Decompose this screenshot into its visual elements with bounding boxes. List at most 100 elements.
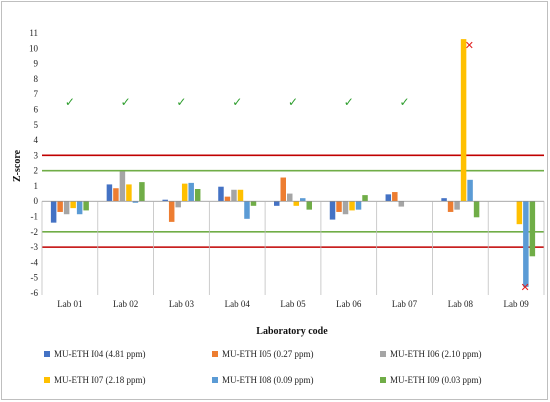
bar [224,196,231,202]
y-tick-label: 6 [34,104,39,114]
x-tick-label: Lab 05 [280,299,306,309]
bar [181,183,188,202]
y-tick-label: -2 [31,227,39,237]
y-tick-label: 1 [34,181,39,191]
bar [385,194,392,202]
legend-swatch [212,377,218,383]
pass-mark: ✓ [65,95,75,109]
x-tick-label: Lab 06 [336,299,362,309]
bar [398,201,405,207]
bar [523,201,529,287]
y-tick-label: 8 [34,74,39,84]
bar [329,201,336,220]
y-tick-label: 7 [34,89,39,99]
bar [355,201,362,210]
bar [454,201,460,210]
bar [287,193,293,202]
legend-item: MU-ETH I05 (0.27 ppm) [212,349,314,359]
x-tick-label: Lab 03 [169,299,195,309]
bar [188,182,194,202]
pass-mark: ✓ [232,95,242,109]
bar [126,184,132,202]
bar [293,201,299,206]
legend-swatch [380,377,386,383]
fail-mark: ✕ [465,39,474,52]
x-tick-label: Lab 08 [448,299,474,309]
bar [392,192,398,202]
bar [50,201,57,223]
bar [57,201,63,212]
legend-item: MU-ETH I08 (0.09 ppm) [212,375,314,385]
bar [349,201,355,211]
y-tick-label: -1 [31,212,39,222]
legend-swatch [44,351,50,357]
legend-item: MU-ETH I07 (2.18 ppm) [44,375,146,385]
legend-item: MU-ETH I09 (0.03 ppm) [380,375,482,385]
bar [106,184,113,202]
bar [362,195,368,202]
bar [460,39,467,202]
legend-swatch [212,351,218,357]
legend-label: MU-ETH I07 (2.18 ppm) [54,375,146,385]
y-tick-label: 3 [34,150,39,160]
bar [250,201,257,206]
legend-item: MU-ETH I04 (4.81 ppm) [44,349,146,359]
y-tick-label: 0 [34,196,39,206]
bar [194,189,201,202]
legend-label: MU-ETH I08 (0.09 ppm) [222,375,314,385]
y-tick-label: 2 [34,166,39,176]
pass-mark: ✓ [400,95,410,109]
bar [306,201,312,210]
bar [473,201,480,218]
y-tick-label: -4 [31,257,39,267]
legend-label: MU-ETH I09 (0.03 ppm) [390,375,482,385]
y-tick-label: -6 [31,288,39,298]
bar [336,201,342,212]
y-tick-label: -3 [31,242,39,252]
bar [162,199,168,202]
bar [132,201,139,203]
x-tick-label: Lab 01 [57,299,82,309]
x-axis-title: Laboratory code [256,326,328,337]
bar [300,198,306,202]
bar [175,201,181,208]
bar [274,201,280,206]
x-tick-label: Lab 02 [113,299,138,309]
bar [139,182,145,202]
bar [447,201,454,212]
y-tick-label: 10 [29,43,39,53]
bar [63,201,70,215]
pass-mark: ✓ [288,95,298,109]
y-tick-label: 5 [34,120,39,130]
x-tick-label: Lab 09 [503,299,529,309]
pass-mark: ✓ [121,95,131,109]
y-tick-label: -5 [31,273,39,283]
bar [76,201,83,215]
legend-label: MU-ETH I05 (0.27 ppm) [222,349,314,359]
pass-mark: ✓ [344,95,354,109]
legend-swatch [380,351,386,357]
pass-mark: ✓ [176,95,186,109]
y-tick-label: 9 [34,59,39,69]
bar [237,189,244,202]
bar [441,198,447,202]
x-tick-label: Lab 07 [392,299,418,309]
y-tick-label: 4 [34,135,39,145]
fail-mark: ✕ [521,281,530,294]
bar [244,201,250,219]
y-axis-title: Z-score [12,149,23,182]
bar [467,179,473,202]
bar [231,189,237,202]
bar [119,171,126,202]
bar [70,201,76,209]
bar [218,186,224,202]
y-tick-label: 11 [29,28,38,38]
legend-swatch [44,377,50,383]
legend-label: MU-ETH I06 (2.10 ppm) [390,349,482,359]
legend-item: MU-ETH I06 (2.10 ppm) [380,349,482,359]
bar [342,201,349,215]
bar [529,201,536,257]
legend-label: MU-ETH I04 (4.81 ppm) [54,349,146,359]
